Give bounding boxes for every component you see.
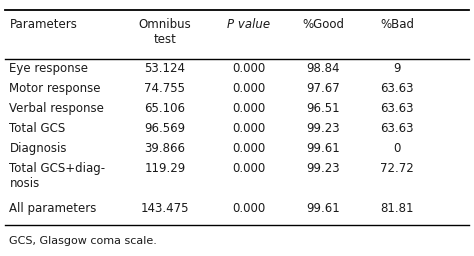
Text: 97.67: 97.67 [306, 82, 340, 95]
Text: Total GCS+diag-
nosis: Total GCS+diag- nosis [9, 162, 106, 190]
Text: 53.124: 53.124 [145, 62, 185, 75]
Text: Verbal response: Verbal response [9, 102, 104, 115]
Text: Parameters: Parameters [9, 18, 77, 31]
Text: 99.23: 99.23 [306, 162, 340, 175]
Text: 0.000: 0.000 [232, 62, 265, 75]
Text: All parameters: All parameters [9, 202, 97, 215]
Text: Diagnosis: Diagnosis [9, 142, 67, 155]
Text: 143.475: 143.475 [141, 202, 189, 215]
Text: 0: 0 [393, 142, 401, 155]
Text: %Bad: %Bad [380, 18, 414, 31]
Text: 96.569: 96.569 [145, 122, 185, 135]
Text: 0.000: 0.000 [232, 202, 265, 215]
Text: 81.81: 81.81 [381, 202, 414, 215]
Text: 63.63: 63.63 [381, 122, 414, 135]
Text: 119.29: 119.29 [145, 162, 186, 175]
Text: 65.106: 65.106 [145, 102, 185, 115]
Text: %Good: %Good [302, 18, 344, 31]
Text: 96.51: 96.51 [306, 102, 340, 115]
Text: 0.000: 0.000 [232, 102, 265, 115]
Text: Total GCS: Total GCS [9, 122, 65, 135]
Text: 0.000: 0.000 [232, 122, 265, 135]
Text: Eye response: Eye response [9, 62, 88, 75]
Text: 99.61: 99.61 [306, 202, 340, 215]
Text: 74.755: 74.755 [145, 82, 185, 95]
Text: 98.84: 98.84 [306, 62, 340, 75]
Text: Omnibus
test: Omnibus test [138, 18, 191, 46]
Text: 63.63: 63.63 [381, 82, 414, 95]
Text: 72.72: 72.72 [380, 162, 414, 175]
Text: 0.000: 0.000 [232, 82, 265, 95]
Text: 0.000: 0.000 [232, 162, 265, 175]
Text: 39.866: 39.866 [145, 142, 185, 155]
Text: 0.000: 0.000 [232, 142, 265, 155]
Text: GCS, Glasgow coma scale.: GCS, Glasgow coma scale. [9, 236, 157, 246]
Text: Motor response: Motor response [9, 82, 101, 95]
Text: P value: P value [227, 18, 270, 31]
Text: 63.63: 63.63 [381, 102, 414, 115]
Text: 99.61: 99.61 [306, 142, 340, 155]
Text: 99.23: 99.23 [306, 122, 340, 135]
Text: 9: 9 [393, 62, 401, 75]
